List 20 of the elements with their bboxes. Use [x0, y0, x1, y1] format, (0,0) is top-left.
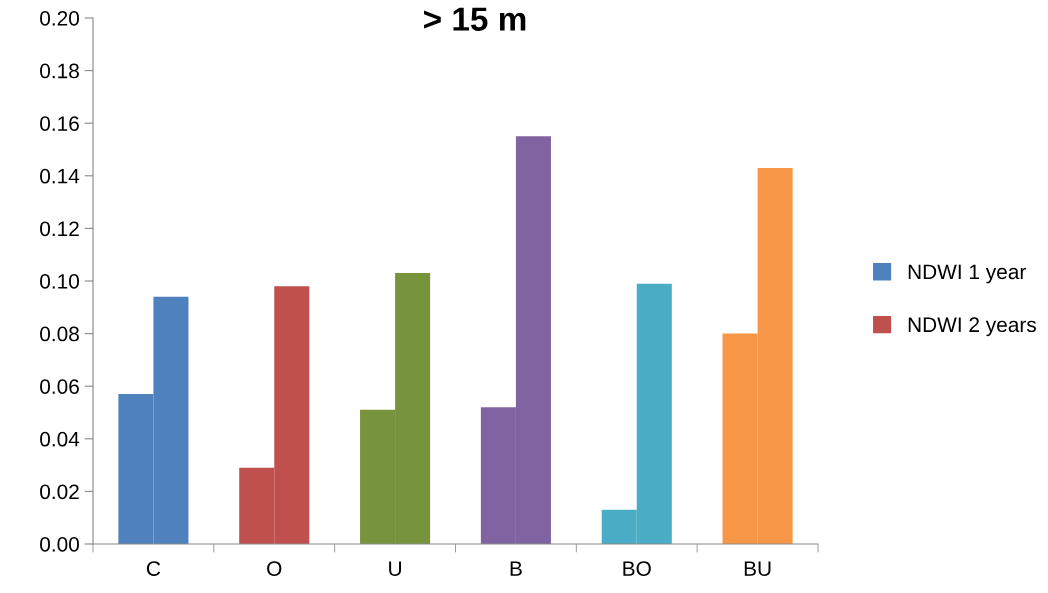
x-tick-label: C — [146, 561, 161, 576]
y-tick-label: 0.06 — [40, 379, 79, 394]
y-tick-label: 0.10 — [40, 274, 79, 289]
legend-label: NDWI 1 year — [908, 264, 1026, 284]
y-tick-label: 0.12 — [40, 221, 79, 237]
x-tick-label: B — [510, 561, 522, 576]
y-tick-label: 0.14 — [40, 168, 80, 184]
y-tick-label: 0.02 — [40, 484, 79, 500]
y-tick-label: 0.04 — [40, 431, 80, 447]
x-tick-label: U — [389, 561, 401, 576]
x-tick-label: BO — [623, 561, 651, 576]
y-tick-label: 0.20 — [40, 11, 79, 26]
y-tick-label: 0.16 — [40, 116, 79, 131]
x-tick-label: O — [267, 561, 282, 576]
y-tick-label: 0.00 — [40, 537, 79, 552]
y-tick-label: 0.08 — [40, 326, 79, 342]
legend-label: NDWI 2 years — [908, 317, 1036, 337]
y-tick-label: 0.18 — [40, 63, 79, 79]
chart-title: > 15 m — [424, 7, 526, 31]
x-tick-label: BU — [744, 561, 771, 576]
